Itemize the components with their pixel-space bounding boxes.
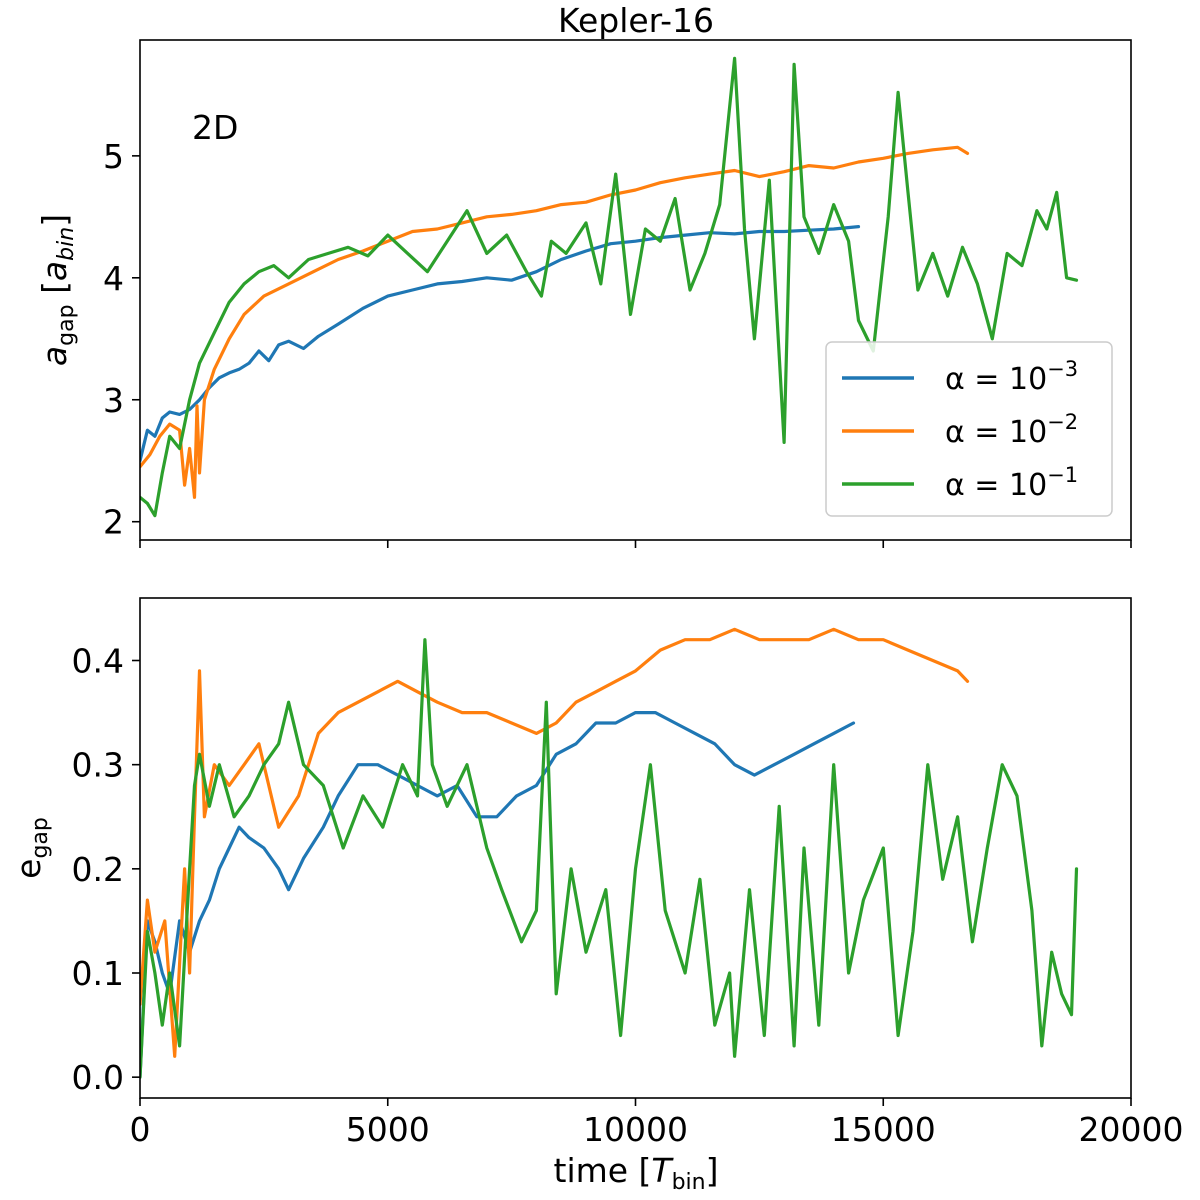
bottom-series-line-3 [140,638,1079,1079]
bottom-series-line-2 [140,627,970,1058]
bottom-y-tick-label-0-4: 0.4 [72,642,124,681]
top-series-group [140,56,1079,518]
figure-title: Kepler-16 [558,1,714,40]
bottom-plot-area [140,598,1131,1098]
bottom-y-tick-label-0-3: 0.3 [72,746,124,785]
top-y-tick-label-4: 4 [103,259,124,298]
legend-entry-alpha-1e-3: α = 10−3 [842,357,1078,397]
top-y-tick-label-3: 3 [103,381,124,420]
legend-entry-alpha-1e-1: α = 10−1 [842,463,1078,503]
top-axes: 2 3 4 5 [103,137,1132,548]
top-panel-annotation: 2D [192,108,238,147]
legend-entry-alpha-1e-2: α = 10−2 [842,410,1078,450]
bottom-y-tick-label-0-2: 0.2 [72,850,124,889]
bottom-axes: 0 5000 10000 15000 20000 0.0 0.1 0.2 0.3 0.4 [72,642,1184,1150]
top-series-line-1 [140,225,861,463]
top-series-line-3 [140,56,1079,518]
bottom-x-tick-label-20000: 20000 [1079,1110,1184,1149]
bottom-panel: 0 5000 10000 15000 20000 0.0 0.1 0.2 0.3 0.4 egap… [9,597,1184,1195]
legend-label-alpha-1e-3: α = 10−3 [945,357,1078,397]
legend-box [825,341,1113,517]
top-y-tick-label-2: 2 [103,503,124,542]
bottom-x-tick-label-10000: 10000 [583,1110,688,1149]
top-y-axis-label: agap [abin] [35,214,79,366]
top-panel: 2 3 4 5 2D agap [abin] α = 10−3 α = 10−2 α … [35,39,1132,548]
bottom-x-tick-label-0: 0 [130,1110,151,1149]
bottom-x-tick-label-15000: 15000 [831,1110,936,1149]
bottom-y-axis-label: egap [9,817,53,879]
top-y-tick-label-5: 5 [103,137,124,176]
legend-label-alpha-1e-1: α = 10−1 [945,463,1078,503]
top-series-line-2 [140,145,970,499]
x-axis-label: time [Tbin] [554,1151,719,1195]
legend: α = 10−3 α = 10−2 α = 10−1 [825,341,1113,517]
legend-label-alpha-1e-2: α = 10−2 [945,410,1078,450]
bottom-y-tick-label-0-1: 0.1 [72,954,124,993]
bottom-x-tick-label-5000: 5000 [346,1110,430,1149]
bottom-series-group [140,627,1079,1079]
bottom-y-tick-label-0-0: 0.0 [72,1058,124,1097]
